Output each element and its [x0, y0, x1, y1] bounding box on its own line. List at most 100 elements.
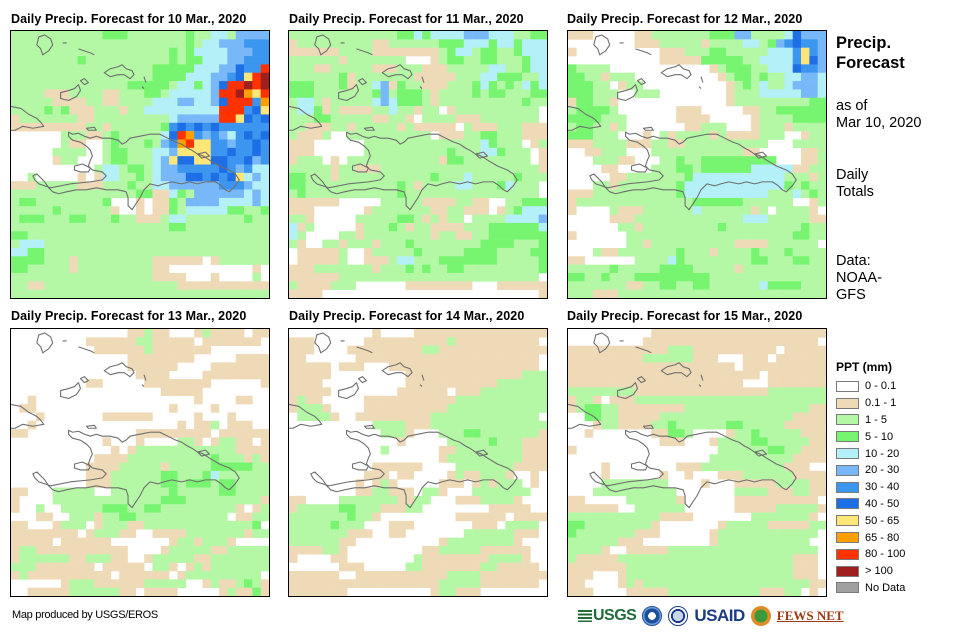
- precip-cell: [784, 404, 794, 413]
- precip-cell: [767, 412, 777, 422]
- precip-cell: [709, 562, 719, 572]
- precip-cell: [194, 345, 203, 355]
- precip-cell: [388, 429, 398, 438]
- precip-cell: [584, 31, 594, 40]
- precip-cell: [338, 495, 348, 505]
- precip-cell: [152, 354, 162, 363]
- precip-cell: [522, 379, 531, 388]
- precip-cell: [219, 206, 228, 215]
- precip-cell: [759, 487, 769, 497]
- precip-cell: [601, 147, 610, 157]
- precip-cell: [127, 222, 137, 232]
- precip-cell: [397, 131, 406, 140]
- precip-cell: [110, 337, 120, 346]
- precip-cell: [538, 247, 547, 257]
- precip-cell: [592, 89, 602, 99]
- precip-cell: [438, 189, 448, 199]
- precip-cell: [538, 89, 547, 99]
- precip-cell: [313, 39, 323, 48]
- precip-cell: [776, 387, 785, 397]
- precip-cell: [160, 122, 170, 132]
- precip-cell: [355, 520, 365, 530]
- precip-cell: [488, 512, 498, 522]
- precip-cell: [44, 272, 53, 282]
- precip-cell: [244, 31, 253, 40]
- precip-cell: [676, 420, 685, 430]
- precip-cell: [60, 156, 70, 165]
- precip-cell: [235, 504, 245, 513]
- precip-cell: [85, 197, 95, 207]
- precip-cell: [430, 189, 440, 199]
- precip-cell: [488, 329, 498, 338]
- precip-cell: [634, 89, 644, 99]
- precip-cell: [767, 47, 777, 57]
- precip-cell: [568, 362, 577, 372]
- precip-cell: [817, 89, 826, 99]
- precip-cell: [634, 487, 644, 497]
- precip-cell: [252, 429, 261, 438]
- precip-cell: [202, 206, 212, 215]
- precip-cell: [692, 256, 702, 265]
- precip-cell: [667, 395, 677, 405]
- precip-cell: [767, 462, 777, 472]
- precip-cell: [152, 429, 162, 438]
- precip-cell: [776, 504, 785, 513]
- precip-cell: [472, 529, 481, 538]
- precip-cell: [313, 64, 323, 74]
- precip-cell: [530, 114, 539, 124]
- precip-cell: [144, 429, 153, 438]
- precip-cell: [759, 545, 769, 555]
- precip-cell: [538, 56, 547, 65]
- precip-cell: [809, 206, 818, 215]
- precip-cell: [219, 131, 228, 140]
- precip-cell: [584, 197, 594, 207]
- precip-cell: [380, 197, 390, 207]
- precip-cell: [119, 97, 128, 107]
- precip-cell: [330, 545, 340, 555]
- precip-cell: [235, 164, 245, 174]
- precip-cell: [372, 31, 381, 40]
- precip-cell: [363, 239, 373, 249]
- precip-cell: [584, 545, 594, 555]
- precip-cell: [252, 587, 261, 596]
- precip-cell: [19, 281, 28, 290]
- precip-cell: [69, 562, 78, 572]
- precip-cell: [817, 520, 826, 530]
- precip-cell: [642, 231, 652, 240]
- precip-cell: [297, 206, 306, 215]
- precip-cell: [330, 512, 340, 522]
- precip-cell: [227, 31, 237, 40]
- precip-cell: [480, 247, 490, 257]
- precip-cell: [185, 429, 195, 438]
- precip-cell: [194, 239, 203, 249]
- precip-cell: [684, 122, 694, 132]
- precip-cell: [505, 420, 515, 430]
- precip-cell: [252, 172, 261, 182]
- precip-cell: [530, 412, 539, 422]
- precip-cell: [505, 429, 515, 438]
- precip-cell: [297, 72, 306, 82]
- precip-cell: [642, 256, 652, 265]
- precip-cell: [372, 329, 381, 338]
- precip-cell: [642, 520, 652, 530]
- precip-cell: [202, 231, 212, 240]
- precip-cell: [44, 197, 53, 207]
- precip-cell: [447, 156, 456, 165]
- precip-cell: [135, 131, 145, 140]
- precip-cell: [252, 197, 261, 207]
- precip-cell: [513, 39, 523, 48]
- precip-cell: [252, 189, 261, 199]
- precip-cell: [19, 554, 28, 563]
- precip-cell: [684, 272, 694, 282]
- precip-cell: [651, 495, 660, 505]
- precip-cell: [455, 579, 465, 588]
- precip-cell: [692, 56, 702, 65]
- precip-cell: [35, 31, 45, 40]
- precip-cell: [177, 337, 187, 346]
- precip-cell: [817, 289, 826, 298]
- precip-cell: [667, 147, 677, 157]
- precip-cell: [701, 545, 710, 555]
- precip-cell: [102, 64, 112, 74]
- precip-cell: [177, 156, 187, 165]
- precip-cell: [784, 379, 794, 388]
